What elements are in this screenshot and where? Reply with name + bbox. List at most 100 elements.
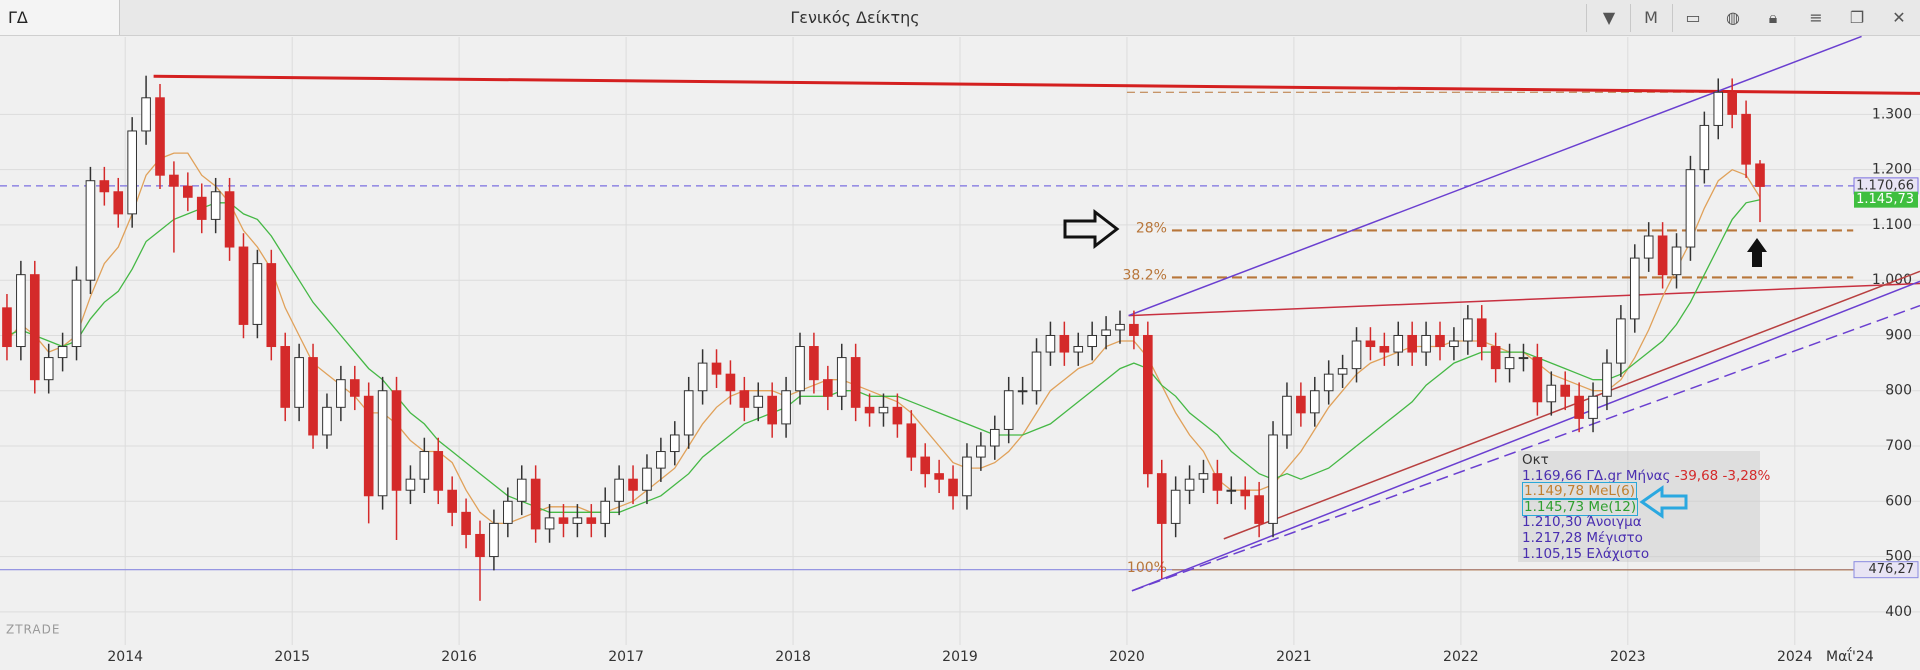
candle-body [753,395,764,408]
period-button[interactable]: M [1644,8,1658,27]
candle-body [489,522,499,558]
dropdown-button[interactable]: ▼ [1602,8,1616,27]
candle-body [1532,357,1543,403]
candle-body [99,180,110,193]
x-tick-label: 2018 [775,649,811,665]
toolbar: ΓΔ Γενικός Δείκτης ▼ M ▭ ◍ 🔒︎ ≡ ❐ ✕ [0,0,1920,36]
candle-body [1337,368,1348,375]
candle-body [1379,346,1390,353]
info-change: -39,68 -3,28% [1674,467,1771,484]
candle-body [405,478,416,491]
trendline [1131,280,1920,592]
candle-body [1407,334,1417,353]
restore-button[interactable]: ❐ [1849,8,1865,27]
close-button[interactable]: ✕ [1892,8,1906,27]
info-open: 1.210,30 Άνοιγμα [1522,514,1642,531]
legend-entry: Me(12) [1588,498,1637,515]
price-tag-label: 1.170,66 [1856,178,1914,193]
candle-body [1003,390,1014,430]
separator [1586,4,1587,32]
comment-button[interactable]: ◍ [1726,8,1740,27]
candle-body [530,478,541,530]
candle-body [892,406,903,425]
info-close: 1.169,66 ΓΔ.gr Μήνας -39,68 -3,28% [1522,467,1770,485]
candle-body [71,279,82,348]
candle-body [127,130,137,215]
y-tick-label: 1.200 [1872,162,1912,178]
candle-body [391,390,402,491]
candle-body [1296,395,1306,414]
candle-body [1240,489,1251,497]
candle-body [948,478,958,497]
separator [1672,4,1673,32]
candle-body [1268,434,1278,524]
x-tick-label: 2016 [441,649,477,665]
candle-body [1031,351,1042,392]
candle-body [976,445,986,458]
y-tick-label: 700 [1885,438,1912,454]
x-tick-label: 2015 [274,649,310,665]
info-ma6-box: 1.149,78 MeL(6) [1522,482,1638,501]
candle-body [600,500,611,524]
x-tick-label: 2019 [942,649,978,665]
candle-body [1476,318,1487,348]
candle-body [1713,91,1724,126]
candle-body [1560,384,1571,397]
candle-body [850,357,861,408]
trendline [1223,270,1920,540]
y-tick-label: 800 [1885,383,1912,399]
candle-body [1170,489,1181,524]
candle-body [864,406,875,414]
candle-body [1671,246,1682,276]
candle-body [711,362,722,375]
info-ma12-box: 1.145,73 Me(12) [1522,497,1639,516]
candle-body [503,500,513,524]
candle-body [461,511,471,535]
info-ma12-value: 1.145,73 [1524,498,1585,515]
price-tag-label: 476,27 [1869,562,1915,577]
candle-body [85,180,96,281]
candle-body [196,196,207,220]
candle-body [878,406,889,414]
info-close-text: 1.169,66 ΓΔ.gr Μήνας [1522,467,1671,484]
candle-body [920,456,931,475]
candle-body [1643,235,1654,259]
candle-body [809,346,819,381]
candle-body [2,307,12,348]
candle-body [183,185,193,198]
candle-body [1129,323,1139,336]
candle-body [169,174,179,187]
info-month: Οκτ [1522,452,1549,468]
candle-body [57,346,68,359]
x-tick-label: 2020 [1109,649,1145,665]
candle-body [1156,473,1167,524]
candle-body [906,423,917,458]
candle-body [1463,318,1473,342]
info-low: 1.105,15 Ελάχιστο [1522,545,1650,562]
candle-body [697,362,708,392]
candle-body [1699,124,1710,171]
candle-body [1309,390,1320,414]
lock-button[interactable]: 🔒︎ [1768,8,1778,27]
candle-body [795,346,805,392]
candle-body [419,451,430,480]
candle-body [934,473,944,480]
candle-body [322,406,332,436]
symbol-tab[interactable]: ΓΔ [0,0,120,35]
candle-body [1421,334,1431,353]
save-button[interactable]: ▭ [1685,8,1701,27]
price-tag [1854,191,1918,208]
fib-label: 28% [1136,220,1167,236]
candle-body [113,191,124,215]
candle-body [725,373,736,392]
candle-body [1602,362,1612,397]
candle-body [1629,257,1640,320]
candle-body [656,451,666,469]
menu-button[interactable]: ≡ [1809,8,1823,27]
candle-body [1504,357,1515,370]
candle-body [628,478,638,491]
candle-body [1435,334,1445,348]
candle-body [586,517,597,524]
candle-body [823,379,833,397]
x-tick-label: 2022 [1443,649,1479,665]
